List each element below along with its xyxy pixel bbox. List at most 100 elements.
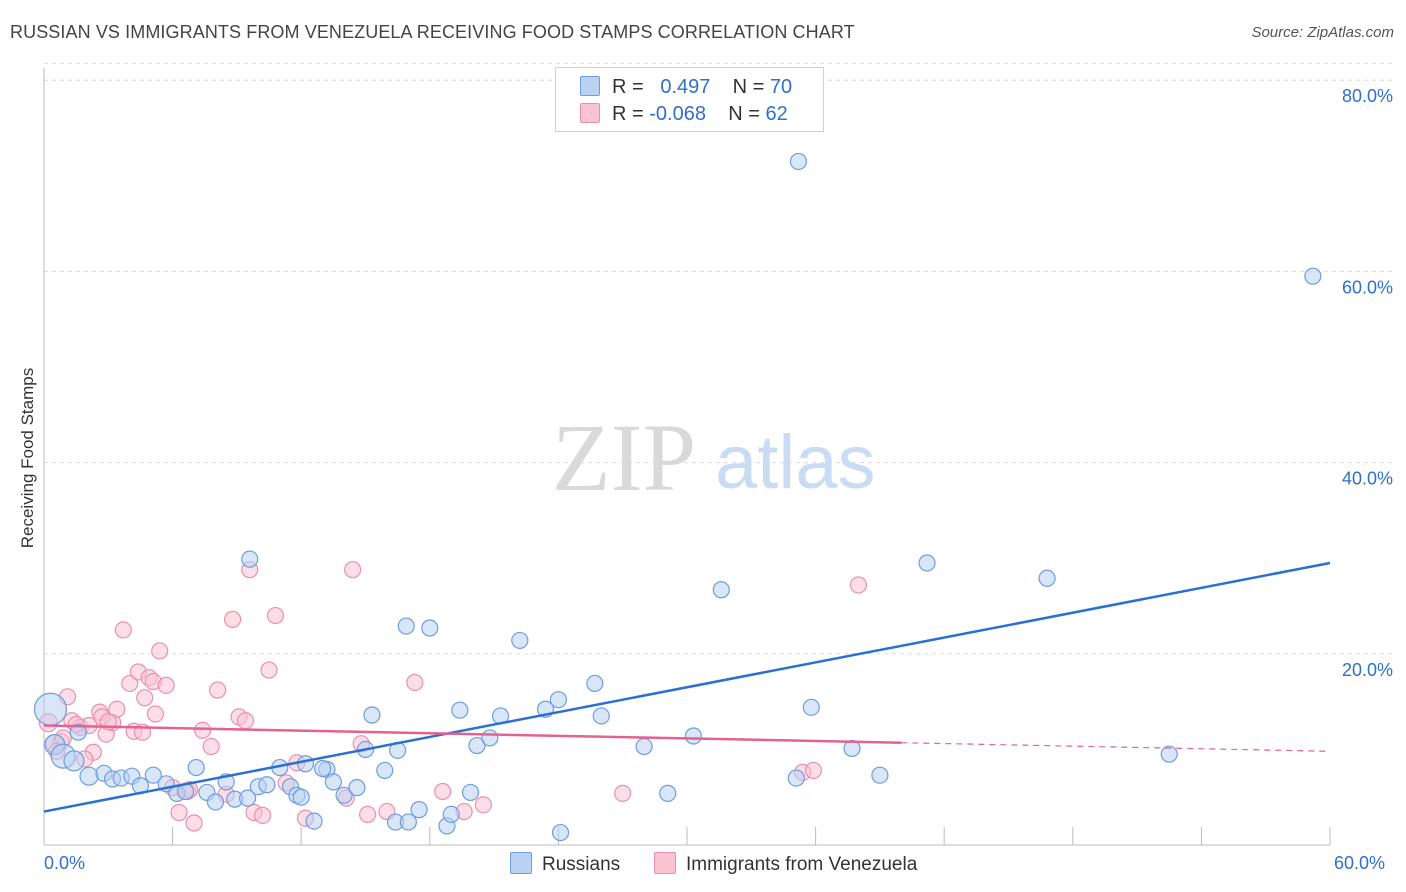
point-venezuela — [209, 681, 227, 699]
chart-title: RUSSIAN VS IMMIGRANTS FROM VENEZUELA REC… — [10, 22, 855, 42]
trend-line-venezuela — [43, 724, 902, 744]
point-russians — [802, 698, 820, 716]
n-value-venezuela: 62 — [765, 103, 788, 125]
point-venezuela — [474, 796, 492, 814]
point-russians — [187, 758, 205, 777]
point-russians — [511, 631, 529, 650]
point-russians — [292, 788, 310, 806]
point-russians — [549, 691, 568, 709]
point-russians — [363, 706, 381, 724]
point-russians — [1304, 267, 1322, 285]
legend-swatch-blue — [580, 76, 600, 96]
point-venezuela — [224, 610, 242, 628]
point-venezuela — [266, 606, 285, 625]
legend-label-venezuela: Immigrants from Venezuela — [686, 854, 918, 875]
point-russians — [871, 766, 889, 784]
point-venezuela — [185, 814, 203, 832]
point-venezuela — [151, 642, 169, 660]
point-russians — [79, 766, 99, 786]
point-venezuela — [121, 674, 139, 693]
point-russians — [1160, 745, 1178, 763]
point-russians — [206, 793, 225, 811]
point-venezuela — [804, 761, 823, 780]
point-russians — [592, 707, 610, 725]
y-tick-labels: 20.0% 40.0% 60.0% 80.0% — [1342, 86, 1393, 680]
source-credit: Source: ZipAtlas.com — [1251, 24, 1394, 41]
point-russians — [335, 786, 353, 804]
point-russians — [324, 773, 342, 791]
n-value-russians: 70 — [769, 76, 793, 98]
legend-swatch-pink — [580, 103, 600, 123]
point-russians — [843, 739, 861, 758]
legend-row-venezuela: R = -0.068 N = 62 — [580, 103, 788, 127]
point-russians — [635, 737, 653, 756]
n-label: N = — [732, 76, 765, 98]
point-venezuela — [146, 705, 165, 723]
point-russians — [481, 729, 499, 747]
y-tick-label: 80.0% — [1342, 86, 1393, 106]
point-venezuela — [236, 712, 255, 730]
point-venezuela — [406, 673, 424, 692]
y-tick-label: 60.0% — [1342, 277, 1393, 297]
point-venezuela — [260, 661, 278, 679]
point-russians — [397, 617, 415, 635]
point-russians — [33, 692, 68, 726]
y-axis-label: Receiving Food Stamps — [18, 367, 37, 549]
point-venezuela — [614, 784, 632, 802]
n-label: N = — [728, 103, 760, 125]
point-russians — [468, 736, 486, 755]
point-venezuela — [194, 721, 212, 739]
watermark-zip: ZIP — [552, 404, 696, 511]
legend-row-russians: R = 0.497 N = 70 — [580, 76, 792, 100]
point-russians — [144, 766, 162, 784]
legend-swatch-pink — [654, 852, 676, 874]
point-russians — [241, 550, 259, 568]
legend-item-venezuela[interactable]: Immigrants from Venezuela — [654, 852, 917, 876]
watermark-atlas: atlas — [715, 420, 876, 505]
r-label: R = — [612, 76, 644, 98]
point-russians — [551, 823, 570, 842]
point-venezuela — [108, 700, 126, 718]
point-russians — [399, 813, 417, 831]
point-venezuela — [434, 782, 452, 801]
point-russians — [239, 789, 257, 807]
point-russians — [1038, 569, 1056, 587]
point-russians — [410, 801, 428, 819]
series-legend: Russians Immigrants from Venezuela — [0, 852, 1406, 878]
point-venezuela — [157, 676, 175, 694]
trend-lines — [43, 561, 1331, 813]
point-russians — [63, 750, 85, 772]
point-russians — [451, 701, 469, 719]
point-russians — [69, 723, 87, 741]
point-russians — [461, 783, 480, 802]
legend-label-russians: Russians — [542, 854, 621, 875]
correlation-legend: R = 0.497 N = 70 R = -0.068 N = 62 — [555, 67, 824, 132]
r-label: R = — [612, 103, 644, 125]
point-venezuela — [849, 576, 868, 594]
legend-swatch-blue — [510, 852, 532, 874]
watermark: ZIP atlas — [552, 404, 876, 511]
point-venezuela — [170, 803, 188, 822]
point-venezuela — [344, 561, 362, 579]
point-russians — [348, 779, 366, 797]
trend-line-russians — [43, 561, 1331, 813]
point-russians — [712, 581, 730, 599]
trend-line-venezuela-extension — [901, 742, 1331, 752]
legend-item-russians[interactable]: Russians — [510, 852, 620, 876]
point-russians — [376, 761, 394, 780]
point-venezuela — [136, 689, 154, 707]
point-russians — [314, 759, 332, 778]
point-russians — [659, 784, 677, 802]
point-russians — [684, 727, 703, 745]
x-tick-label-max: 60.0% — [1334, 853, 1386, 873]
point-venezuela — [114, 621, 132, 639]
y-tick-label: 20.0% — [1342, 660, 1393, 680]
point-russians — [258, 776, 276, 794]
point-russians — [442, 805, 460, 824]
point-russians — [586, 674, 604, 693]
point-russians — [296, 755, 315, 773]
point-russians — [787, 769, 805, 787]
y-tick-label: 40.0% — [1342, 469, 1393, 489]
point-russians — [789, 152, 808, 171]
